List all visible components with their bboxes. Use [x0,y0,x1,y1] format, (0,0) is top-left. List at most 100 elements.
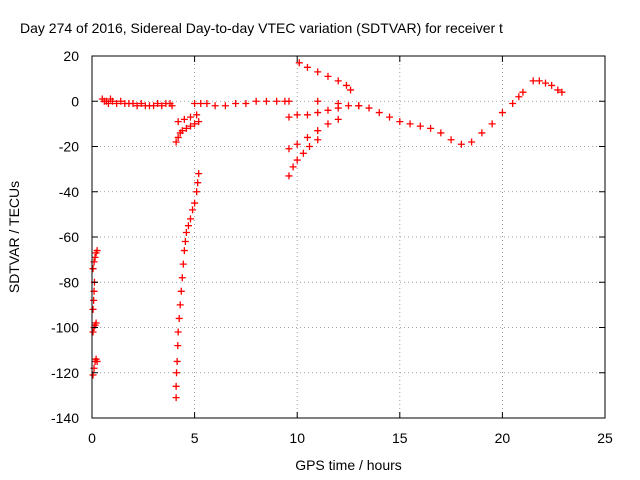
data-point [109,97,117,105]
series-arc_15_to_21 [406,88,527,148]
data-point [92,319,100,327]
data-point [117,97,125,105]
x-tick-label: 10 [289,430,305,446]
data-point [342,81,350,89]
data-point [554,86,562,94]
data-point [158,102,166,110]
data-point [324,120,332,128]
y-tick-label: -40 [59,184,79,200]
data-point [355,102,363,110]
data-point [178,274,186,282]
grid [92,56,605,418]
series-arc_4_to_5_descent [172,170,203,402]
data-point [191,199,199,207]
data-point [334,77,342,85]
x-tick-label: 20 [495,430,511,446]
data-point [197,100,205,108]
data-point [314,109,322,117]
data-point [174,342,182,350]
data-point [182,228,190,236]
data-point [186,113,194,121]
data-point [285,113,293,121]
data-point [314,136,322,144]
data-point [186,122,194,130]
data-point [334,115,342,123]
data-point [365,104,373,112]
data-point [184,222,192,230]
y-tick-label: 20 [63,48,79,64]
data-point [211,102,219,110]
data-point [203,100,211,108]
data-point [181,238,189,246]
data-point [285,145,293,153]
y-tick-label: -60 [59,229,79,245]
data-point [90,296,98,304]
data-point [299,149,307,157]
data-point [457,140,465,148]
data-point [154,100,162,108]
data-point [195,118,203,126]
data-point [293,111,301,119]
data-point [89,265,97,273]
data-point [232,100,240,108]
series-arc_5_to_10 [191,97,293,110]
data-point [195,170,203,178]
data-point [173,357,181,365]
data-point [306,143,314,150]
data-point [293,156,301,164]
data-point [468,138,476,146]
data-point [168,102,176,110]
data-point [285,97,293,105]
series-arc_10_low [285,115,342,180]
data-point [515,93,523,101]
data-point [303,111,311,119]
data-point [174,118,182,126]
data-point [295,59,303,67]
data-point [303,63,311,71]
series-arc_0_to_4 [98,95,176,110]
y-axis-title: SDTVAR / TECUs [6,181,22,293]
data-point [396,118,404,126]
series-arc_4_short [172,111,203,146]
data-point [180,115,188,123]
data-point [180,247,188,255]
x-axis-title: GPS time / hours [295,457,402,473]
data-point [548,81,556,89]
x-tick-label: 0 [88,430,96,446]
data-point [529,77,537,85]
data-point [334,100,342,108]
y-tick-label: -80 [59,274,79,290]
x-tick-label: 5 [191,430,199,446]
data-point [314,68,322,76]
data-point [303,133,311,141]
data-point [182,124,190,132]
data-point [519,88,527,96]
data-point [242,100,250,108]
x-tick-label: 15 [392,430,408,446]
data-point [347,86,355,94]
data-point [314,127,322,135]
data-point [91,253,99,261]
data-point [89,305,97,313]
data-point [133,102,141,110]
data-point [189,206,197,214]
data-point [193,111,201,119]
data-point [104,100,112,108]
data-point [174,328,182,336]
series-arc_10_to_15 [285,97,404,126]
data-point [173,369,181,377]
series-start_cluster_a [89,247,101,379]
data-point [129,100,137,108]
data-point [175,314,183,322]
data-point [375,109,383,117]
data-point [416,122,424,130]
data-point [172,382,180,390]
data-point [345,102,352,110]
data-point [191,120,199,128]
series-arc_10_descend [295,59,355,94]
data-point [293,140,301,148]
data-point [137,100,145,108]
data-point [174,133,182,141]
data-point [558,88,566,96]
